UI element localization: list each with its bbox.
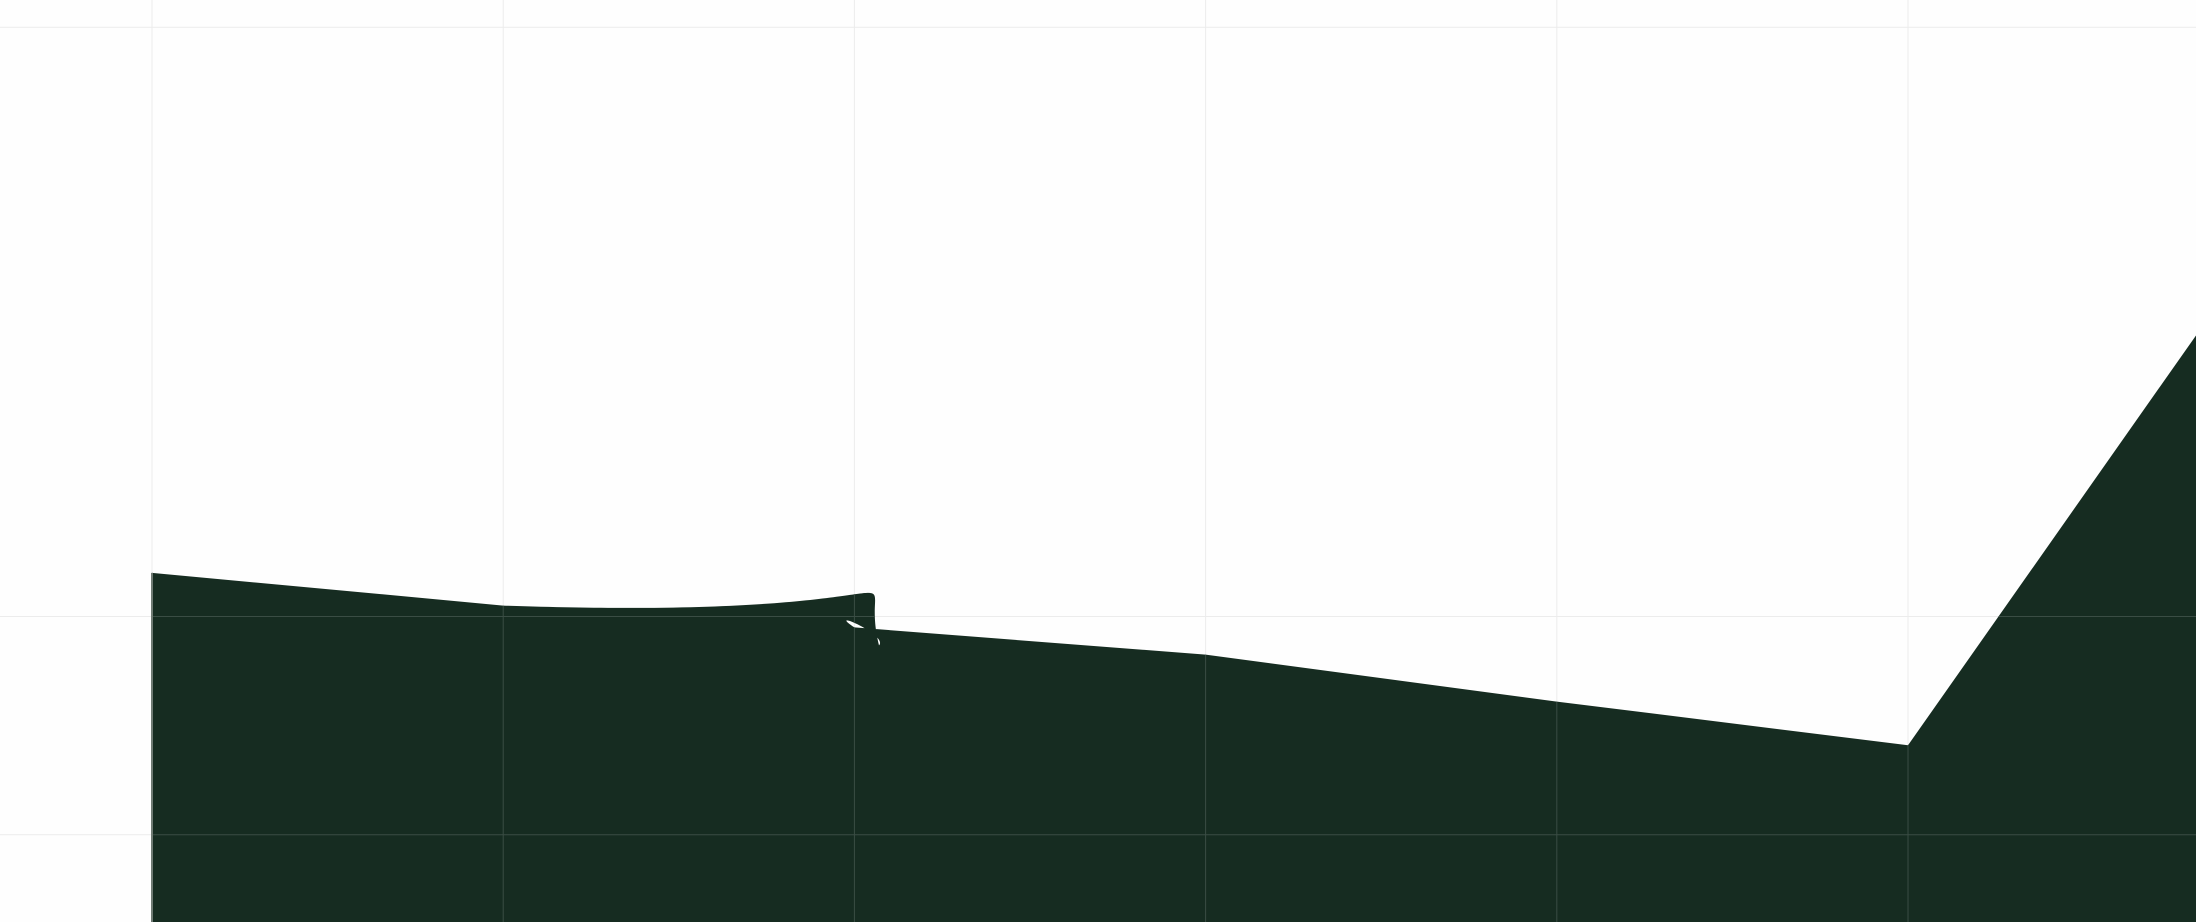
area-series <box>152 335 2196 922</box>
